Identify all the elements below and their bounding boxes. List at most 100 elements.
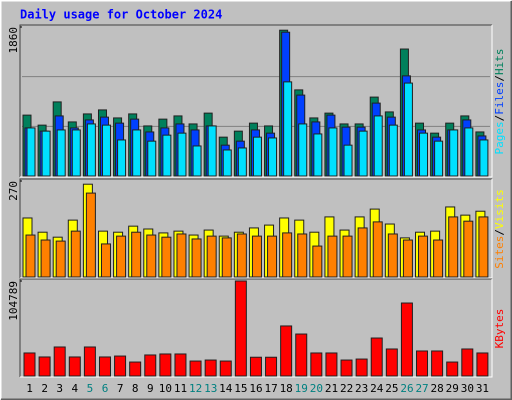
x-tick-label: 22 [340, 382, 353, 395]
bar [174, 353, 187, 377]
bar [295, 333, 308, 377]
bar [189, 360, 202, 377]
bar [342, 235, 353, 278]
x-tick-label: 1 [26, 382, 33, 395]
bar [53, 346, 66, 377]
bar [40, 239, 51, 278]
bar [85, 192, 96, 278]
x-tick-label: 7 [117, 382, 124, 395]
bar [71, 129, 81, 177]
x-tick-label: 12 [189, 382, 202, 395]
x-tick-label: 6 [102, 382, 109, 395]
bar [252, 136, 262, 177]
bar [340, 359, 353, 377]
bar [402, 239, 413, 278]
bar [249, 356, 262, 377]
legend: Sites/Visits [493, 189, 506, 269]
bar [237, 147, 247, 177]
x-tick-label: 20 [310, 382, 323, 395]
bar [400, 302, 413, 377]
panel-border [20, 279, 493, 378]
bar [446, 361, 459, 377]
bar [147, 140, 157, 177]
x-tick-label: 24 [370, 382, 384, 395]
bar [38, 356, 51, 377]
bar [192, 145, 202, 177]
bar [310, 352, 323, 377]
bar [343, 144, 353, 177]
bar [221, 237, 232, 278]
bar [373, 115, 383, 177]
legend-entry: Sites [493, 236, 506, 269]
bar [70, 230, 81, 278]
bar [236, 233, 247, 278]
panel-border [19, 178, 492, 278]
bar [55, 240, 66, 278]
y-tick-label: 104789 [7, 281, 20, 321]
bar [101, 124, 111, 177]
x-tick-label: 10 [159, 382, 172, 395]
bar [357, 227, 368, 278]
x-tick-label: 14 [219, 382, 233, 395]
bar [478, 216, 489, 278]
bar [144, 354, 157, 377]
bar [479, 139, 489, 177]
bar [161, 236, 172, 278]
bar [100, 243, 111, 278]
bar [131, 231, 142, 278]
panel-border [19, 24, 492, 177]
x-tick-label: 11 [174, 382, 187, 395]
x-tick-label: 19 [295, 382, 308, 395]
x-tick-label: 17 [264, 382, 277, 395]
bar [68, 356, 81, 377]
bar [327, 235, 338, 278]
bar [177, 132, 187, 177]
bar [204, 359, 217, 377]
bar [298, 123, 308, 177]
x-tick-label: 15 [234, 382, 247, 395]
bar [434, 140, 444, 177]
legend-separator: / [493, 115, 506, 122]
bar [114, 355, 127, 377]
bar [116, 235, 127, 278]
x-tick-label: 3 [56, 382, 63, 395]
x-tick-label: 23 [355, 382, 368, 395]
bar [325, 352, 338, 377]
x-tick-label: 18 [280, 382, 293, 395]
legend: KBytes [493, 309, 506, 349]
legend-entry: KBytes [493, 309, 506, 349]
legend-entry: Files [493, 82, 506, 115]
x-tick-label: 27 [415, 382, 428, 395]
x-tick-label: 8 [132, 382, 139, 395]
bar [448, 216, 459, 278]
y-tick-label: 270 [7, 181, 20, 201]
bar [385, 348, 398, 377]
bar [83, 346, 96, 377]
bar [416, 350, 429, 377]
bar [191, 238, 202, 278]
x-tick-label: 9 [147, 382, 154, 395]
legend-separator: / [493, 75, 506, 82]
x-tick-label: 21 [325, 382, 338, 395]
bar [117, 139, 127, 177]
bar [282, 232, 293, 278]
bar [234, 280, 247, 377]
bar [388, 124, 398, 177]
bar [206, 235, 217, 278]
bar [313, 133, 323, 177]
bar [431, 350, 444, 377]
x-tick-label: 4 [72, 382, 79, 395]
bar [25, 234, 36, 278]
bar [268, 137, 278, 177]
bar [449, 129, 459, 177]
x-tick-label: 16 [249, 382, 262, 395]
bar [372, 221, 383, 278]
x-tick-label: 26 [400, 382, 413, 395]
x-tick-label: 25 [385, 382, 398, 395]
bar [98, 356, 111, 377]
bar [370, 337, 383, 377]
bar [56, 129, 66, 177]
bar [463, 220, 474, 278]
bar [251, 235, 262, 278]
